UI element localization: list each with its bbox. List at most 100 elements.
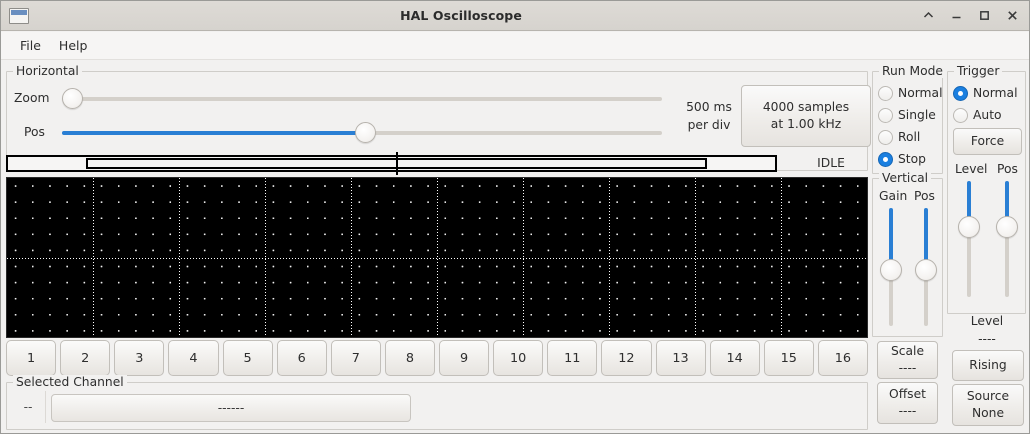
channel-button-7[interactable]: 7 xyxy=(330,340,381,376)
sample-rate-label: at 1.00 kHz xyxy=(770,117,842,131)
scope-divline-v xyxy=(609,178,610,337)
vertical-gain-slider-knob[interactable] xyxy=(880,259,902,281)
trigger-pos-slider[interactable] xyxy=(996,181,1018,297)
trigger-pos-slider-track[interactable] xyxy=(1005,227,1009,297)
trigger-level-slider-fill xyxy=(967,181,971,227)
run-mode-option-stop[interactable]: Stop xyxy=(878,148,926,170)
status-badge: IDLE xyxy=(817,156,845,170)
vertical-gain-slider-fill xyxy=(889,208,893,270)
trigger-level-slider[interactable] xyxy=(958,181,980,297)
scope-divline-v xyxy=(523,178,524,337)
sample-count-label: 4000 samples xyxy=(762,100,850,114)
scope-divline-v xyxy=(781,178,782,337)
trigger-group-title: Trigger xyxy=(954,64,1003,78)
window-icon xyxy=(9,7,29,24)
zoom-slider[interactable] xyxy=(62,88,662,110)
radio-icon-selected[interactable] xyxy=(953,85,968,101)
vertical-group: Vertical Gain Pos xyxy=(872,171,943,337)
radio-icon[interactable] xyxy=(878,129,893,145)
trigger-level-readout-value: ---- xyxy=(978,332,996,346)
trigger-pos-slider-fill xyxy=(1005,181,1009,227)
trigger-level-slider-label: Level xyxy=(955,162,988,176)
run-mode-label-roll: Roll xyxy=(898,130,921,144)
selected-channel-divider xyxy=(45,391,46,423)
trigger-level-slider-track[interactable] xyxy=(967,227,971,297)
run-mode-group-title: Run Mode xyxy=(879,64,946,78)
trigger-level-slider-knob[interactable] xyxy=(958,216,980,238)
vertical-offset-label: Offset xyxy=(889,387,926,401)
vertical-gain-slider[interactable] xyxy=(880,208,902,326)
scope-display[interactable] xyxy=(6,177,868,338)
window-title: HAL Oscilloscope xyxy=(400,8,522,23)
selected-channel-group: Selected Channel -- ------ xyxy=(6,375,868,430)
radio-icon-selected[interactable] xyxy=(878,151,893,167)
trigger-mode-label-normal: Normal xyxy=(973,86,1018,100)
vertical-scale-label: Scale xyxy=(890,344,925,358)
zoom-slider-track[interactable] xyxy=(62,97,662,101)
horizontal-pos-slider[interactable] xyxy=(62,122,662,144)
scope-divline-v xyxy=(351,178,352,337)
horizontal-position-bar[interactable]: IDLE xyxy=(6,152,868,175)
run-mode-option-normal[interactable]: Normal xyxy=(878,82,943,104)
close-button[interactable] xyxy=(1005,9,1019,23)
channel-button-2[interactable]: 2 xyxy=(60,340,111,376)
radio-icon[interactable] xyxy=(878,85,893,101)
vertical-pos-slider[interactable] xyxy=(915,208,937,326)
channel-button-3[interactable]: 3 xyxy=(114,340,165,376)
maximize-button[interactable] xyxy=(977,9,991,23)
trigger-level-readout-label: Level xyxy=(970,314,1004,328)
trigger-pos-slider-label: Pos xyxy=(997,162,1018,176)
trigger-force-button[interactable]: Force xyxy=(953,128,1022,155)
channel-button-16[interactable]: 16 xyxy=(817,340,868,376)
scope-divline-v xyxy=(437,178,438,337)
horizontal-pos-slider-knob[interactable] xyxy=(355,122,376,143)
trigger-mode-normal[interactable]: Normal xyxy=(953,82,1018,104)
scope-divline-v xyxy=(265,178,266,337)
vertical-pos-label: Pos xyxy=(914,189,935,203)
vertical-scale-value: ---- xyxy=(898,361,917,375)
channel-button-4[interactable]: 4 xyxy=(168,340,219,376)
channel-button-1[interactable]: 1 xyxy=(6,340,57,376)
horizontal-group-title: Horizontal xyxy=(13,64,82,78)
sample-rate-button[interactable]: 4000 samples at 1.00 kHz xyxy=(741,85,871,147)
minimize-button[interactable] xyxy=(949,9,963,23)
channel-button-9[interactable]: 9 xyxy=(439,340,490,376)
zoom-slider-knob[interactable] xyxy=(62,88,83,109)
vertical-pos-slider-fill xyxy=(924,208,928,270)
menu-bar: File Help xyxy=(1,32,1029,60)
selected-channel-source-button[interactable]: ------ xyxy=(51,394,411,422)
shade-button[interactable] xyxy=(921,9,935,23)
vertical-gain-label: Gain xyxy=(879,189,908,203)
channel-button-12[interactable]: 12 xyxy=(601,340,652,376)
run-mode-option-single[interactable]: Single xyxy=(878,104,936,126)
run-mode-label-normal: Normal xyxy=(898,86,943,100)
channel-button-10[interactable]: 10 xyxy=(493,340,544,376)
trigger-source-button[interactable]: Source None xyxy=(952,384,1024,426)
selected-channel-number: -- xyxy=(23,400,33,414)
vertical-pos-slider-track[interactable] xyxy=(924,270,928,326)
title-bar: HAL Oscilloscope xyxy=(1,1,1029,31)
channel-button-15[interactable]: 15 xyxy=(763,340,814,376)
radio-icon[interactable] xyxy=(878,107,893,123)
channel-button-6[interactable]: 6 xyxy=(276,340,327,376)
channel-button-5[interactable]: 5 xyxy=(222,340,273,376)
menu-item-file[interactable]: File xyxy=(20,38,41,53)
vertical-offset-value: ---- xyxy=(898,404,917,418)
vertical-offset-button[interactable]: Offset ---- xyxy=(877,382,938,424)
channel-button-8[interactable]: 8 xyxy=(384,340,435,376)
radio-icon[interactable] xyxy=(953,107,968,123)
vertical-group-title: Vertical xyxy=(879,171,932,185)
channel-button-13[interactable]: 13 xyxy=(655,340,706,376)
horizontal-group: Horizontal Zoom Pos 500 ms per div 4000 … xyxy=(6,64,871,171)
trigger-mode-auto[interactable]: Auto xyxy=(953,104,1002,126)
vertical-pos-slider-knob[interactable] xyxy=(915,259,937,281)
trigger-pos-slider-knob[interactable] xyxy=(996,216,1018,238)
vertical-gain-slider-track[interactable] xyxy=(889,270,893,326)
scope-divline-v xyxy=(179,178,180,337)
menu-item-help[interactable]: Help xyxy=(58,38,88,53)
run-mode-option-roll[interactable]: Roll xyxy=(878,126,920,148)
vertical-scale-button[interactable]: Scale ---- xyxy=(877,341,938,379)
channel-button-14[interactable]: 14 xyxy=(709,340,760,376)
channel-button-11[interactable]: 11 xyxy=(547,340,598,376)
trigger-edge-button[interactable]: Rising xyxy=(952,350,1024,381)
